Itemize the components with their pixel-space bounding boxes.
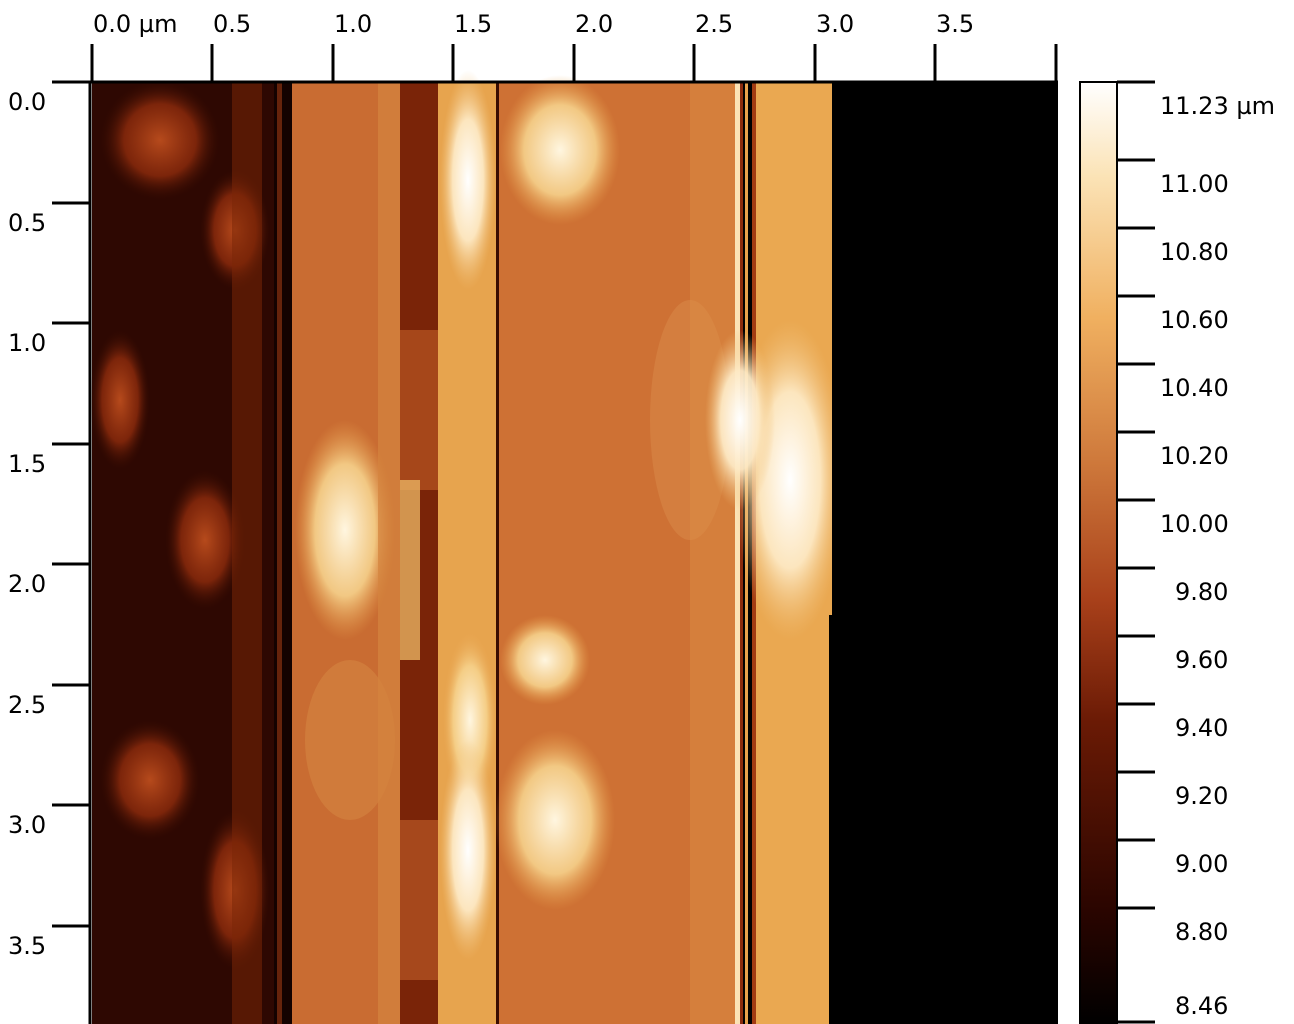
y-tick-label: 1.5: [8, 450, 46, 478]
colorbar-tick-label: 11.00: [1160, 170, 1229, 198]
broad-strip-feature: [495, 730, 615, 910]
x-tick-label: 0.0 µm: [93, 10, 177, 38]
broad-strip-feature: [500, 75, 620, 225]
colorbar-tick-label: 10.00: [1160, 510, 1229, 538]
height-map: [90, 70, 1058, 1024]
orange-strip-bump: [305, 660, 395, 820]
colorbar-tick-label: 8.80: [1175, 918, 1228, 946]
y-tick-label: 3.0: [8, 811, 46, 839]
y-tick-label: 0.5: [8, 209, 46, 237]
colorbar-tick-label: 10.60: [1160, 306, 1229, 334]
colorbar-tick-label: 9.40: [1175, 714, 1228, 742]
right-light-peak: [705, 330, 775, 510]
colorbar-tick-label: 10.80: [1160, 238, 1229, 266]
y-tick-label: 0.0: [8, 88, 46, 116]
light-strip-peak: [440, 70, 496, 290]
thin-line: [735, 82, 740, 1024]
orange-strip-bump: [295, 420, 395, 640]
x-axis: 0.0 µm 0.5 1.0 1.5 2.0 2.5 3.0 3.5: [52, 10, 1058, 84]
red-strip-patch: [400, 820, 438, 980]
dark-strip-feature: [100, 80, 220, 200]
x-tick-label: 3.0: [816, 10, 854, 38]
x-tick-label: 0.5: [213, 10, 251, 38]
broad-strip-band: [690, 82, 735, 1024]
y-axis: 0.0 0.5 1.0 1.5 2.0 2.5 3.0 3.5: [8, 82, 92, 1024]
red-strip-patch: [400, 480, 420, 660]
colorbar-tick-label: 9.60: [1175, 646, 1228, 674]
colorbar-tick-label: 10.20: [1160, 442, 1229, 470]
light-strip-peak: [440, 740, 496, 960]
dark-strip-feature: [90, 330, 150, 470]
no-data-region: [832, 82, 1058, 1024]
dark-gap-line: [277, 82, 282, 1024]
colorbar-tick-label: 9.20: [1175, 782, 1228, 810]
y-tick-label: 1.0: [8, 329, 46, 357]
broad-strip-feature: [500, 615, 590, 705]
y-tick-label: 2.0: [8, 570, 46, 598]
x-tick-label: 2.0: [575, 10, 613, 38]
y-tick-label: 3.5: [8, 932, 46, 960]
dark-gap: [274, 82, 292, 1024]
x-tick-label: 1.0: [334, 10, 372, 38]
dark-strip-feature: [165, 470, 245, 610]
colorbar-tick-label: 9.80: [1175, 578, 1228, 606]
y-tick-label: 2.5: [8, 691, 46, 719]
no-data-edge: [829, 615, 835, 1024]
orange-strip-band: [378, 82, 400, 1024]
red-strip-patch: [400, 330, 438, 490]
light-strip-edge: [496, 82, 499, 1024]
colorbar-tick-label: 9.00: [1175, 850, 1228, 878]
colorbar-scale: [1080, 82, 1117, 1024]
colorbar: 11.23 µm 11.00 10.80 10.60 10.40 10.20 1…: [1079, 80, 1275, 1024]
x-tick-label: 1.5: [454, 10, 492, 38]
x-tick-label: 3.5: [936, 10, 974, 38]
colorbar-min-label: 8.46: [1175, 992, 1228, 1020]
x-tick-label: 2.5: [695, 10, 733, 38]
colorbar-max-label: 11.23 µm: [1160, 92, 1275, 120]
colorbar-tick-label: 10.40: [1160, 374, 1229, 402]
broad-strip-feature: [650, 300, 730, 540]
colorbar-frame: [1079, 81, 1118, 1024]
dark-strip-feature: [100, 720, 200, 840]
dark-strip-band: [232, 82, 262, 1024]
